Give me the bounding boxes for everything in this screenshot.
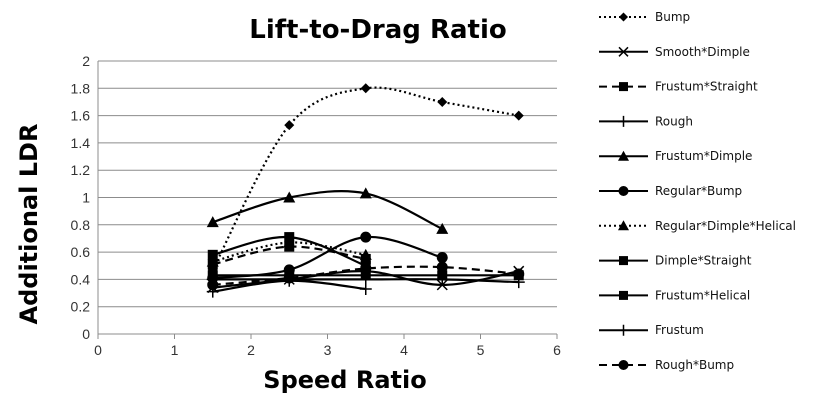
- legend-marker: [618, 220, 629, 231]
- y-tick-label: 1.2: [71, 162, 91, 178]
- legend-item: Regular*Dimple*Helical: [599, 219, 796, 233]
- legend-marker: [619, 82, 628, 92]
- y-tick-label: 1.4: [71, 135, 91, 151]
- y-tick-label: 0: [82, 326, 90, 342]
- x-tick-label: 2: [247, 342, 255, 358]
- x-tick-label: 0: [94, 342, 102, 358]
- legend-label: Frustum: [655, 323, 704, 337]
- legend-marker: [619, 12, 628, 22]
- legend-label: Regular*Bump: [655, 184, 742, 198]
- data-point: [436, 222, 449, 234]
- chart-title: Lift-to-Drag Ratio: [249, 15, 506, 45]
- data-point: [206, 255, 219, 267]
- legend-label: Bump: [655, 10, 690, 24]
- y-tick-label: 0.4: [71, 271, 91, 287]
- data-point: [513, 110, 524, 121]
- data-point: [437, 96, 448, 107]
- data-point: [207, 279, 219, 291]
- y-tick-label: 2: [82, 53, 90, 69]
- legend-marker: [618, 150, 629, 161]
- gridlines: [98, 60, 557, 308]
- y-tick-label: 1.6: [71, 108, 91, 124]
- legend-item: Rough: [599, 114, 693, 128]
- legend: Bump Smooth*Dimple Frustum*Straight Rough Fr…: [599, 10, 796, 372]
- legend-label: Rough*Bump: [655, 358, 734, 372]
- data-point: [513, 268, 525, 280]
- y-tick-label: 0.6: [71, 244, 91, 260]
- legend-marker: [618, 46, 629, 57]
- legend-marker: [619, 290, 628, 300]
- legend-label: Regular*Dimple*Helical: [655, 219, 796, 233]
- y-tick-labels: 0 0.2 0.4 0.6 0.8 1 1.2 1.4 1.6 1.8 2: [71, 53, 91, 342]
- data-point: [284, 232, 295, 243]
- data-point: [359, 273, 372, 286]
- series-frustum-dimple: [206, 187, 449, 234]
- legend-item: Regular*Bump: [599, 184, 742, 198]
- data-point: [360, 83, 371, 94]
- legend-marker: [618, 186, 629, 196]
- y-tick-label: 0.2: [71, 299, 91, 315]
- legend-item: Frustum: [599, 323, 704, 337]
- x-tick-label: 5: [477, 342, 485, 358]
- series-line: [212, 189, 443, 230]
- legend-label: Rough: [655, 114, 693, 128]
- data-point: [436, 252, 448, 264]
- data-point: [360, 262, 372, 274]
- series-rough-bump: [207, 261, 525, 291]
- legend-label: Frustum*Helical: [655, 288, 750, 302]
- legend-label: Dimple*Straight: [655, 254, 752, 268]
- legend-label: Frustum*Dimple: [655, 149, 752, 163]
- axes: [97, 61, 558, 339]
- data-point: [436, 273, 449, 286]
- legend-label: Smooth*Dimple: [655, 45, 750, 59]
- legend-item: Smooth*Dimple: [599, 45, 750, 59]
- legend-item: Bump: [599, 10, 690, 24]
- x-tick-label: 4: [400, 342, 408, 358]
- legend-marker: [618, 360, 629, 370]
- data-point: [359, 187, 372, 199]
- legend-item: Frustum*Helical: [599, 288, 750, 302]
- legend-label: Frustum*Straight: [655, 80, 758, 94]
- legend-marker: [619, 256, 628, 266]
- legend-item: Frustum*Dimple: [599, 149, 752, 163]
- legend-item: Rough*Bump: [599, 358, 734, 372]
- data-point: [283, 191, 296, 203]
- x-axis-label: Speed Ratio: [263, 366, 426, 394]
- data-point: [360, 231, 372, 243]
- y-axis-label: Additional LDR: [15, 124, 43, 325]
- legend-marker: [618, 115, 629, 127]
- series-bump: [207, 83, 524, 275]
- data-point: [206, 216, 219, 228]
- data-point: [436, 261, 448, 273]
- plot-area: [206, 83, 525, 298]
- data-point: [283, 272, 295, 284]
- legend-marker: [618, 324, 629, 336]
- y-tick-label: 1: [82, 190, 90, 206]
- data-point: [207, 249, 218, 260]
- x-tick-label: 3: [324, 342, 332, 358]
- legend-item: Dimple*Straight: [599, 254, 752, 268]
- legend-item: Frustum*Straight: [599, 80, 758, 94]
- data-point: [284, 120, 295, 131]
- data-point: [359, 248, 372, 260]
- y-tick-label: 1.8: [71, 80, 91, 96]
- y-tick-label: 0.8: [71, 217, 91, 233]
- x-tick-label: 6: [553, 342, 561, 358]
- x-tick-label: 1: [171, 342, 179, 358]
- series-line: [211, 86, 519, 271]
- x-tick-labels: 0 1 2 3 4 5 6: [94, 342, 561, 358]
